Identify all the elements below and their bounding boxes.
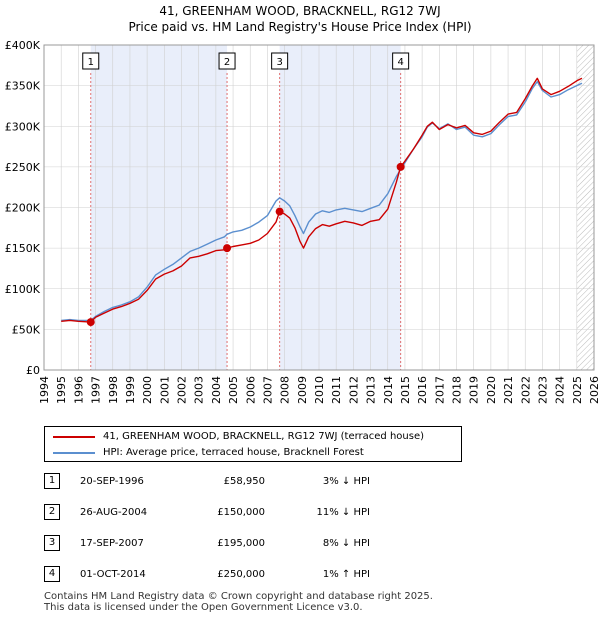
x-tick-label: 2025 (571, 376, 584, 404)
x-tick-label: 2015 (399, 376, 412, 404)
transaction-date: 26-AUG-2004 (80, 507, 148, 518)
sale-label-number: 4 (397, 57, 403, 68)
transaction-date: 17-SEP-2007 (80, 538, 144, 549)
transaction-date: 01-OCT-2014 (80, 569, 146, 580)
y-tick-label: £0 (26, 364, 40, 377)
legend: 41, GREENHAM WOOD, BRACKNELL, RG12 7WJ (… (44, 426, 462, 462)
y-tick-label: £400K (5, 39, 41, 52)
series-line-hpi (61, 80, 583, 322)
x-tick-label: 2000 (141, 376, 154, 404)
x-tick-label: 2011 (330, 376, 343, 404)
chart-subtitle: Price paid vs. HM Land Registry's House … (128, 20, 472, 34)
x-tick-label: 2003 (193, 376, 206, 404)
x-tick-label: 1995 (55, 376, 68, 404)
transaction-price: £150,000 (217, 507, 265, 518)
transaction-date: 20-SEP-1996 (80, 476, 144, 487)
x-tick-label: 2008 (279, 376, 292, 404)
x-tick-label: 2018 (451, 376, 464, 404)
sale-point (275, 207, 284, 216)
x-tick-label: 1998 (107, 376, 120, 404)
x-tick-label: 2010 (313, 376, 326, 404)
transaction-badge: 2 (44, 504, 60, 520)
transaction-badge: 3 (44, 535, 60, 551)
transaction-price: £58,950 (223, 476, 265, 487)
y-tick-label: £300K (5, 120, 41, 133)
x-tick-label: 2016 (416, 376, 429, 404)
x-tick-label: 1994 (38, 376, 51, 404)
chart-title: 41, GREENHAM WOOD, BRACKNELL, RG12 7WJ (159, 4, 441, 18)
table-row: 1 20-SEP-1996 £58,950 3% ↓ HPI (0, 472, 600, 492)
x-tick-label: 2017 (433, 376, 446, 404)
sale-label-frame (392, 52, 410, 70)
x-tick-label: 2019 (468, 376, 481, 404)
price-chart: 1 2 3 4 £0 £50K £100K £150K £200K £250K £300K £350K… (5, 39, 600, 404)
x-tick-label: 2005 (227, 376, 240, 404)
y-tick-label: £250K (5, 161, 41, 174)
x-tick-label: 2021 (502, 376, 515, 404)
plot-frame (43, 44, 595, 371)
sale-label-number: 1 (88, 57, 94, 68)
x-tick-label: 2007 (261, 376, 274, 404)
legend-swatch-hpi (53, 452, 95, 454)
legend-label-property: 41, GREENHAM WOOD, BRACKNELL, RG12 7WJ (… (103, 431, 425, 442)
sale-point (86, 318, 95, 327)
x-tick-label: 2022 (519, 376, 532, 404)
x-tick-label: 2001 (158, 376, 171, 404)
x-tick-label: 1997 (90, 376, 103, 404)
sale-label-box: 3 (271, 52, 289, 70)
sale-label-number: 3 (276, 57, 282, 68)
y-tick-label: £150K (5, 242, 41, 255)
legend-label-hpi: HPI: Average price, terraced house, Brac… (103, 447, 364, 458)
y-tick-label: £200K (5, 202, 41, 215)
x-tick-label: 2024 (554, 376, 567, 404)
sale-label-box: 4 (392, 52, 410, 70)
x-tick-label: 2014 (382, 376, 395, 404)
y-tick-label: £50K (12, 323, 41, 336)
transaction-hpi-diff: 1% ↑ HPI (322, 569, 370, 580)
x-tick-label: 2002 (176, 376, 189, 404)
x-tick-label: 2006 (244, 376, 257, 404)
series-line-property (61, 77, 583, 323)
table-row: 4 01-OCT-2014 £250,000 1% ↑ HPI (0, 565, 600, 585)
sale-label-frame (271, 52, 289, 70)
footer-copyright: Contains HM Land Registry data © Crown c… (44, 591, 433, 602)
x-tick-label: 2012 (347, 376, 360, 404)
sale-point (223, 244, 232, 253)
sale-label-box: 2 (218, 52, 236, 70)
x-tick-label: 2013 (365, 376, 378, 404)
footer-licence: This data is licensed under the Open Gov… (44, 602, 363, 613)
x-tick-label: 1996 (72, 376, 85, 404)
sale-label-box: 1 (82, 52, 100, 70)
x-tick-label: 2026 (588, 376, 600, 404)
sale-label-frame (218, 52, 236, 70)
transaction-price: £250,000 (217, 569, 265, 580)
transaction-hpi-diff: 3% ↓ HPI (322, 476, 370, 487)
sale-label-frame (82, 52, 100, 70)
transaction-hpi-diff: 11% ↓ HPI (316, 507, 370, 518)
x-tick-label: 2023 (536, 376, 549, 404)
transaction-price: £195,000 (217, 538, 265, 549)
transaction-badge: 1 (44, 473, 60, 489)
transaction-badge: 4 (44, 566, 60, 582)
x-tick-label: 1999 (124, 376, 137, 404)
x-tick-label: 2004 (210, 376, 223, 404)
table-row: 3 17-SEP-2007 £195,000 8% ↓ HPI (0, 534, 600, 554)
sale-point (396, 162, 405, 171)
y-tick-label: £350K (5, 80, 41, 93)
x-tick-label: 2020 (485, 376, 498, 404)
y-tick-label: £100K (5, 283, 41, 296)
legend-swatch-property (53, 436, 95, 438)
table-row: 2 26-AUG-2004 £150,000 11% ↓ HPI (0, 503, 600, 523)
x-tick-label: 2009 (296, 376, 309, 404)
transaction-hpi-diff: 8% ↓ HPI (322, 538, 370, 549)
sale-label-number: 2 (224, 57, 230, 68)
